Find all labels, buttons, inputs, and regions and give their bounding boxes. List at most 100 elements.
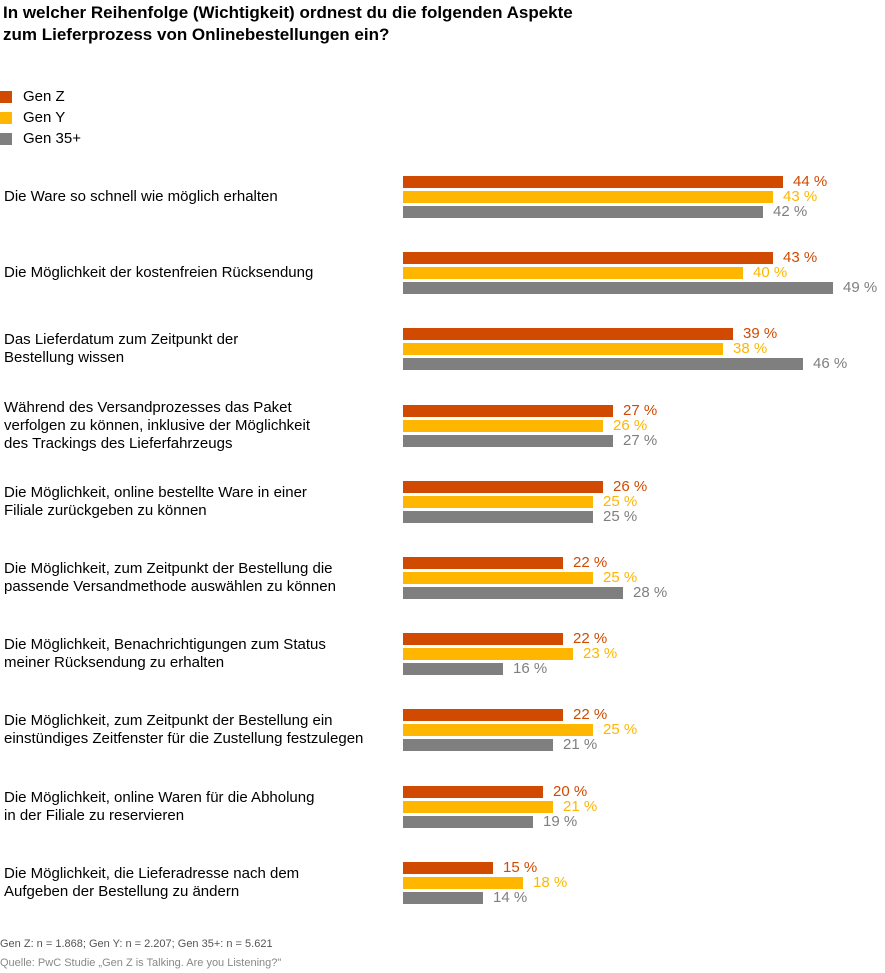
data-label: 22 %: [573, 630, 608, 648]
legend-item-gen-y: Gen Y: [0, 107, 81, 128]
category-label-line: Filiale zurückgeben zu können: [4, 501, 207, 519]
data-label: 26 %: [613, 477, 648, 495]
category-label-line: meiner Rücksendung zu erhalten: [4, 654, 225, 672]
data-label: 18 %: [533, 873, 568, 891]
data-label: 25 %: [603, 507, 638, 525]
bar: [403, 815, 533, 828]
chart-title: In welcher Reihenfolge (Wichtigkeit) ord…: [3, 2, 573, 46]
bar: [403, 861, 493, 874]
bar: [403, 510, 593, 523]
category-label-line: Während des Versandprozesses das Paket: [4, 398, 292, 416]
data-label: 19 %: [543, 812, 578, 830]
category-label-line: passende Versandmethode auswählen zu kön…: [4, 578, 336, 595]
bar: [403, 176, 783, 188]
category-label-line: einstündiges Zeitfenster für die Zustell…: [4, 730, 364, 748]
category-label-line: in der Filiale zu reservieren: [4, 806, 185, 824]
category-label: Die Möglichkeit der kostenfreien Rücksen…: [4, 243, 394, 303]
data-label: 39 %: [743, 325, 778, 343]
bar: [403, 480, 603, 493]
bar: [403, 739, 553, 752]
category-label: Die Möglichkeit, die Lieferadresse nach …: [4, 853, 394, 913]
bar: [403, 709, 563, 722]
data-label: 16 %: [513, 660, 548, 678]
bar: [403, 191, 773, 203]
category-label: Das Lieferdatum zum Zeitpunkt der Bestell…: [4, 319, 394, 379]
category-label-line: Die Möglichkeit der kostenfreien Rücksen…: [4, 264, 314, 282]
bar: [403, 404, 613, 417]
bar: [403, 267, 743, 280]
bar: [403, 663, 503, 676]
category-label-line: Aufgeben der Bestellung zu ändern: [4, 882, 240, 900]
bar: [403, 434, 613, 447]
data-label: 25 %: [603, 492, 638, 510]
data-label: 25 %: [603, 721, 638, 739]
bar: [403, 495, 593, 508]
category-label: Die Möglichkeit, online bestellte Ware i…: [4, 472, 394, 532]
category-label-line: Bestellung wissen: [4, 349, 125, 367]
bar: [403, 800, 553, 813]
category-label-line: verfolgen zu können, inklusive der Mögli…: [4, 416, 310, 434]
bar: [403, 785, 543, 798]
category-label-line: Die Möglichkeit, Benachrichtigungen zum …: [4, 636, 326, 654]
data-label: 38 %: [733, 340, 768, 358]
bar: [403, 876, 523, 889]
bar: [403, 633, 563, 646]
bar: [403, 206, 763, 218]
bar: [403, 648, 573, 661]
data-label: 42 %: [773, 203, 808, 220]
data-label: 22 %: [573, 706, 608, 724]
data-label: 49 %: [843, 279, 878, 297]
category-label-line: Die Ware so schnell wie möglich erhalten: [4, 188, 278, 205]
data-label: 27 %: [623, 431, 658, 449]
bar: [403, 557, 563, 569]
category-label-line: Die Möglichkeit, online bestellte Ware i…: [4, 483, 307, 501]
legend-item-gen-z: Gen Z: [0, 86, 81, 107]
bar: [403, 419, 603, 432]
data-label: 20 %: [553, 782, 588, 800]
legend: Gen Z Gen Y Gen 35+: [0, 86, 81, 149]
category-label: Die Ware so schnell wie möglich erhalten: [4, 167, 394, 227]
title-line: zum Lieferprozess von Onlinebestellungen…: [3, 25, 390, 44]
bar: [403, 328, 733, 341]
title-line: In welcher Reihenfolge (Wichtigkeit) ord…: [3, 3, 573, 22]
data-label: 46 %: [813, 355, 848, 373]
bar: [403, 282, 833, 295]
data-label: 43 %: [783, 249, 818, 267]
data-label: 43 %: [783, 188, 818, 205]
bar: [403, 343, 723, 356]
footnote: Gen Z: n = 1.868; Gen Y: n = 2.207; Gen …: [0, 938, 273, 950]
category-label: Die Möglichkeit, online Waren für die Ab…: [4, 777, 394, 837]
bar: [403, 891, 483, 904]
data-label: 23 %: [583, 645, 618, 663]
bar: [403, 587, 623, 599]
data-label: 22 %: [573, 554, 608, 571]
category-label-line: Die Möglichkeit, zum Zeitpunkt der Beste…: [4, 712, 333, 730]
category-label-line: Das Lieferdatum zum Zeitpunkt der: [4, 331, 239, 349]
data-label: 14 %: [493, 888, 528, 906]
category-label-line: des Trackings des Lieferfahrzeugs: [4, 434, 233, 452]
data-label: 21 %: [563, 797, 598, 815]
data-label: 44 %: [793, 173, 828, 190]
legend-swatch: [0, 111, 12, 124]
category-label: Die Möglichkeit, zum Zeitpunkt der Beste…: [4, 548, 394, 608]
bar: [403, 252, 773, 265]
legend-label: Gen Z: [23, 88, 65, 105]
bar: [403, 572, 593, 584]
data-label: 27 %: [623, 401, 658, 419]
category-label-line: Die Möglichkeit, zum Zeitpunkt der Beste…: [4, 560, 333, 577]
category-label-line: Die Möglichkeit, die Lieferadresse nach …: [4, 864, 300, 882]
data-label: 26 %: [613, 416, 648, 434]
data-label: 28 %: [633, 584, 668, 601]
data-label: 15 %: [503, 858, 538, 876]
source-note: Quelle: PwC Studie „Gen Z is Talking. Ar…: [0, 957, 282, 969]
bar: [403, 724, 593, 737]
legend-swatch: [0, 90, 12, 103]
legend-label: Gen Y: [23, 109, 66, 126]
bar: [403, 358, 803, 371]
category-label: Die Möglichkeit, Benachrichtigungen zum …: [4, 624, 394, 684]
data-label: 25 %: [603, 569, 638, 586]
legend-item-gen-35: Gen 35+: [0, 128, 81, 149]
legend-swatch: [0, 132, 12, 145]
category-label: Während des Versandprozesses das Paket ve…: [4, 396, 394, 456]
data-label: 21 %: [563, 736, 598, 754]
